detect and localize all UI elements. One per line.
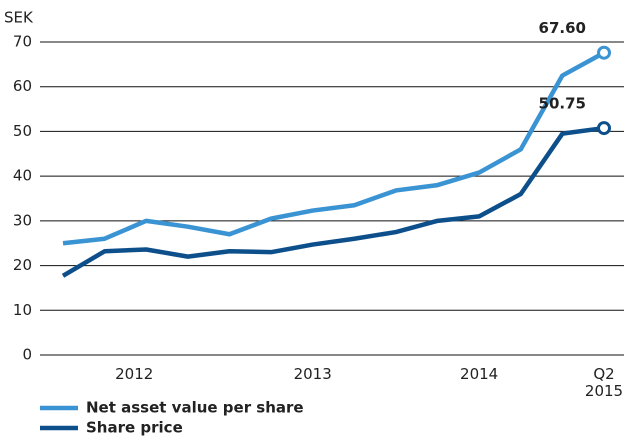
x-tick-label: Q2 2015 [584, 365, 624, 400]
end-marker [597, 121, 611, 136]
y-tick-label: 40 [13, 167, 32, 185]
series-line [62, 50, 606, 246]
y-tick-label: 30 [13, 211, 32, 229]
y-tick-label: 60 [13, 77, 32, 95]
y-tick-label: 70 [13, 33, 32, 51]
y-tick-label: 10 [13, 301, 32, 319]
y-tick-label: 0 [22, 346, 32, 364]
x-tick-label: 2013 [293, 365, 332, 383]
data-label: 50.75 [539, 95, 586, 113]
data-label: 67.60 [539, 19, 586, 37]
series-line [61, 125, 605, 278]
legend-label: Net asset value per share [86, 399, 304, 417]
y-axis-label: SEK [4, 9, 34, 27]
y-tick-label: 50 [13, 122, 32, 140]
end-marker [597, 45, 611, 60]
x-tick-label: 2012 [115, 365, 154, 383]
legend-label: Share price [86, 419, 183, 437]
x-tick-label: 2014 [460, 365, 499, 383]
y-tick-label: 20 [13, 256, 32, 274]
